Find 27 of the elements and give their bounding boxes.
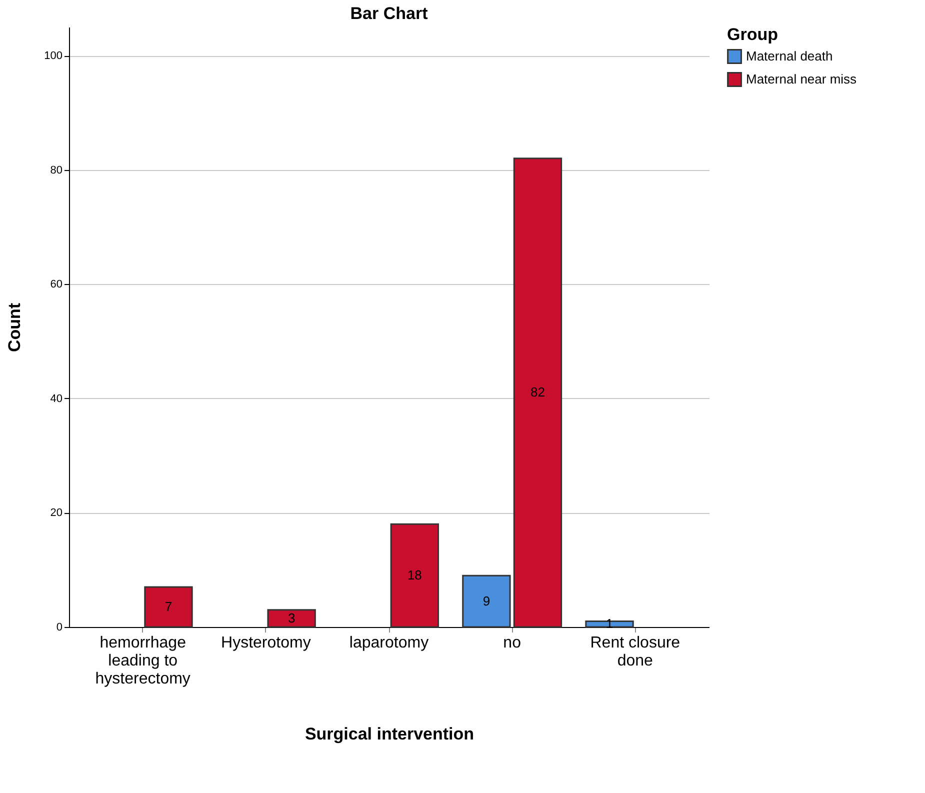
- bar: [513, 158, 562, 628]
- data-label: 7: [164, 599, 172, 614]
- x-tick-label: Hysterotomy: [221, 634, 311, 652]
- x-axis-title: Surgical intervention: [304, 724, 474, 744]
- bar: [462, 574, 511, 628]
- data-label: 18: [407, 568, 422, 583]
- bar: [390, 523, 439, 628]
- data-label: 3: [288, 610, 296, 626]
- x-tick-label: no: [503, 634, 522, 652]
- bar: [144, 586, 193, 628]
- data-label: 9: [482, 593, 490, 608]
- chart-title: Bar Chart: [350, 4, 428, 23]
- x-tick-label: hemorrhage leading to hysterectomy: [95, 634, 190, 688]
- y-tick-label: 100: [44, 50, 62, 62]
- bar: [267, 609, 316, 628]
- y-tick-label: 40: [50, 392, 62, 405]
- legend-title: Group: [727, 25, 778, 44]
- y-tick-label: 20: [50, 507, 62, 520]
- y-axis-title: Count: [5, 302, 24, 352]
- x-tick-label: laparotomy: [349, 634, 429, 652]
- y-tick-label: 80: [50, 164, 62, 176]
- y-tick-label: 0: [56, 622, 62, 634]
- legend-label: Maternal death: [746, 48, 833, 64]
- data-label: 82: [530, 384, 545, 400]
- x-tick-label: Rent closure done: [590, 634, 680, 670]
- y-tick-label: 60: [50, 278, 62, 291]
- legend-label: Maternal near miss: [746, 72, 858, 86]
